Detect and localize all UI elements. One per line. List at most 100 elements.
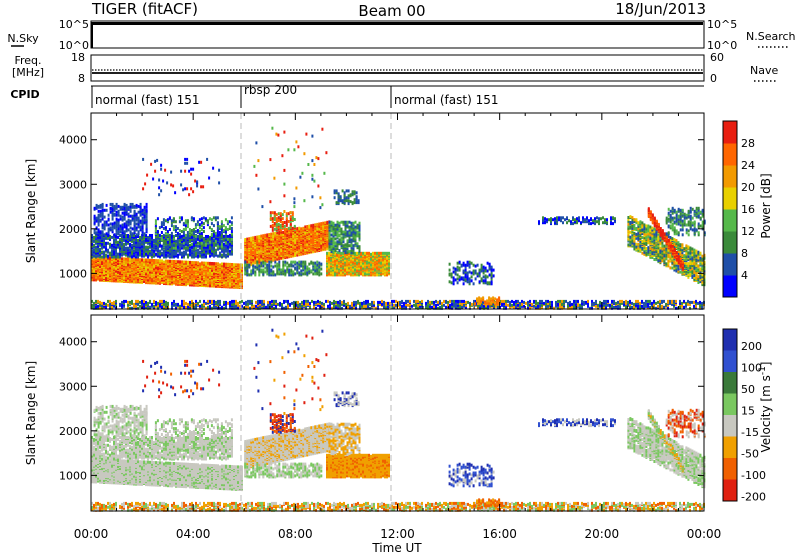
power-cell — [91, 258, 93, 262]
power-cell — [173, 242, 175, 246]
power-cell — [101, 208, 104, 212]
power-cell — [221, 262, 223, 266]
power-cell — [178, 220, 181, 224]
power-cell — [273, 227, 276, 231]
cpid-segment-1: normal (fast) 151 — [95, 93, 199, 107]
power-cell — [179, 266, 181, 270]
power-cell — [179, 248, 181, 252]
power-cell — [111, 212, 114, 216]
power-cell — [111, 255, 113, 259]
power-cell — [91, 249, 93, 253]
power-cell — [97, 216, 100, 220]
power-cell — [147, 235, 149, 239]
power-cell — [210, 246, 213, 250]
power-cell — [174, 242, 177, 246]
power-cell — [151, 239, 153, 243]
power-cell — [111, 243, 113, 247]
power-cell — [308, 237, 311, 241]
power-cell — [266, 267, 269, 271]
power-cell — [288, 263, 291, 267]
power-cell — [229, 249, 231, 253]
power-cell — [141, 208, 144, 212]
power-cell — [91, 244, 93, 248]
power-cell — [164, 235, 167, 239]
power-cell — [299, 175, 302, 179]
power-cell — [193, 254, 195, 258]
power-cell — [149, 264, 151, 268]
power-cell — [271, 126, 274, 130]
power-cell — [145, 252, 147, 256]
power-cell — [125, 212, 128, 216]
power-cell — [185, 260, 187, 264]
power-cell — [135, 203, 138, 207]
power-cell — [224, 241, 227, 245]
power-cell — [203, 249, 205, 253]
power-cell — [274, 273, 277, 277]
power-cell — [289, 215, 292, 219]
power-cell — [209, 261, 211, 265]
power-cell — [143, 205, 146, 209]
power-cell — [149, 258, 151, 262]
power-cell — [162, 227, 165, 230]
power-cell — [223, 251, 225, 255]
power-cell — [294, 241, 297, 245]
power-cell — [107, 223, 110, 227]
power-cell — [194, 234, 197, 238]
power-cell — [111, 206, 114, 210]
power-cell — [216, 237, 219, 241]
power-cell — [200, 217, 203, 221]
power-cell — [220, 242, 223, 246]
power-cell — [127, 251, 129, 255]
power-cell — [93, 216, 96, 220]
power-cell — [164, 242, 167, 246]
power-cell — [129, 209, 132, 213]
power-cell — [283, 221, 286, 224]
power-cell — [164, 231, 167, 235]
power-cell — [316, 260, 319, 264]
power-cell — [268, 270, 271, 274]
power-cell — [113, 206, 116, 210]
power-cell — [226, 222, 229, 226]
power-cell — [95, 235, 97, 239]
power-cell — [290, 248, 293, 252]
power-cell — [223, 247, 225, 251]
power-cell — [145, 218, 148, 222]
power-cell — [254, 258, 257, 262]
power-cell — [143, 220, 146, 224]
power-cell — [264, 266, 267, 270]
power-cell — [312, 272, 315, 276]
power-cell — [93, 243, 95, 247]
power-cell — [156, 217, 159, 221]
power-cell — [135, 236, 137, 240]
power-cell — [111, 275, 113, 279]
power-cell — [286, 269, 289, 273]
power-cell — [154, 231, 157, 235]
power-cell — [155, 247, 157, 251]
power-cell — [258, 249, 261, 253]
power-cell — [115, 248, 117, 252]
power-cell — [300, 269, 303, 273]
power-cell — [200, 221, 203, 225]
power-cell — [170, 234, 173, 238]
power-cell — [217, 266, 219, 270]
power-cell — [271, 217, 274, 221]
power-cell — [215, 262, 217, 266]
power-cell — [125, 238, 127, 242]
power-cell — [168, 228, 171, 231]
power-cell — [212, 224, 215, 228]
power-cell — [230, 237, 233, 241]
power-cell — [198, 218, 201, 222]
power-cell — [218, 227, 221, 230]
power-cell — [187, 253, 189, 257]
power-cell — [189, 252, 191, 256]
power-cell — [103, 208, 106, 212]
power-cell — [103, 254, 105, 258]
power-cell — [276, 271, 279, 275]
power-cell — [139, 225, 142, 229]
power-cell — [133, 275, 135, 279]
power-cell — [294, 243, 297, 247]
power-cell — [282, 233, 285, 236]
power-cell — [204, 239, 207, 243]
power-cell — [93, 206, 96, 210]
